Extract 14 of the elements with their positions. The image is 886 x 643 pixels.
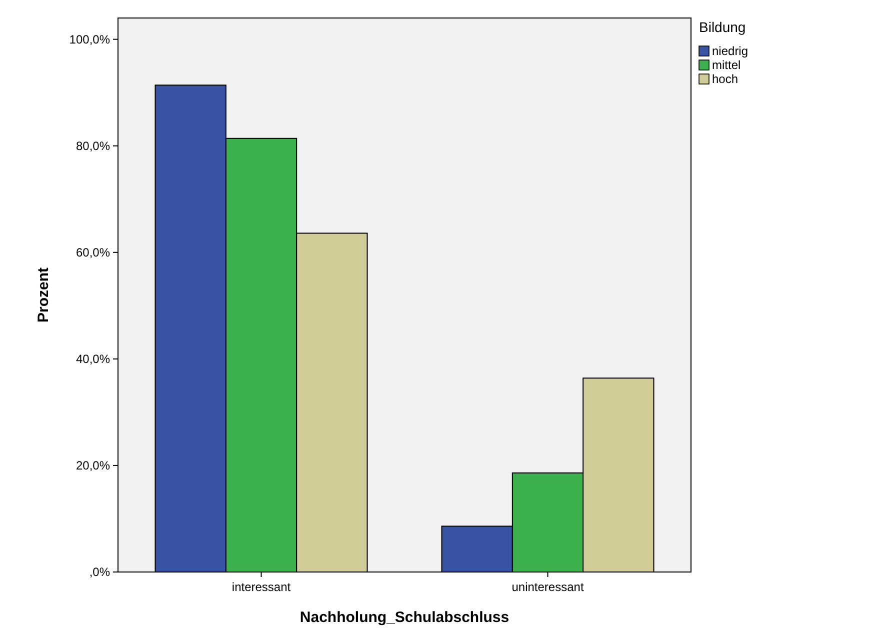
y-tick-label: 40,0% [76, 352, 110, 366]
x-axis-title: Nachholung_Schulabschluss [300, 609, 510, 626]
y-axis-title: Prozent [35, 267, 52, 323]
y-tick-label: 60,0% [76, 246, 110, 260]
legend-title: Bildung [699, 19, 746, 35]
x-tick-label: uninteressant [512, 580, 584, 594]
legend-label: hoch [712, 72, 738, 86]
y-tick-label: 100,0% [69, 32, 110, 47]
y-tick-label: ,0% [89, 565, 110, 580]
x-tick-label: interessant [232, 580, 292, 594]
y-tick-label: 20,0% [76, 458, 110, 473]
legend-label: mittel [712, 58, 741, 72]
legend-label: niedrig [712, 44, 748, 58]
y-tick-label: 80,0% [76, 139, 110, 154]
